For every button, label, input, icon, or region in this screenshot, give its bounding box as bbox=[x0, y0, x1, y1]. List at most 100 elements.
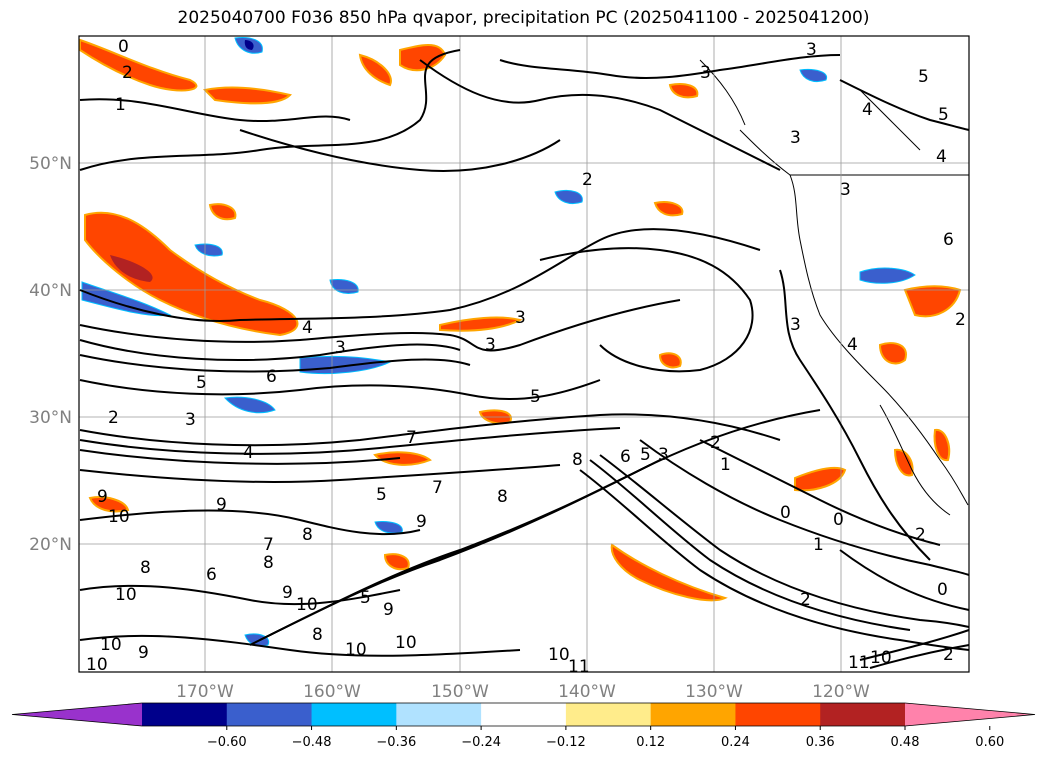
contour-label: 3 bbox=[485, 335, 496, 355]
contour-label: 2 bbox=[108, 408, 119, 428]
colorbar-tick-label: 0.24 bbox=[721, 735, 750, 750]
contour-label: 1 bbox=[813, 535, 824, 555]
contour-label: 4 bbox=[936, 147, 947, 167]
lat-label-30n: 30°N bbox=[29, 408, 72, 428]
colorbar-segment bbox=[481, 703, 567, 726]
graticule bbox=[79, 36, 969, 672]
contour-label: 11 bbox=[568, 657, 590, 677]
lon-label-170w: 170°W bbox=[176, 682, 234, 702]
lon-label-160w: 160°W bbox=[303, 682, 361, 702]
contour-label: 3 bbox=[840, 180, 851, 200]
contour-label: 10 bbox=[345, 640, 367, 660]
contour-label: 7 bbox=[263, 535, 274, 555]
contour-label: 2 bbox=[943, 645, 954, 665]
lat-label-40n: 40°N bbox=[29, 281, 72, 301]
contour-label: 11 bbox=[848, 653, 870, 673]
contour-label: 10 bbox=[86, 655, 108, 675]
colorbar-tick-label: −0.12 bbox=[546, 735, 586, 750]
contour-label: 8 bbox=[572, 450, 583, 470]
contour-label: 5 bbox=[918, 67, 929, 87]
colorbar-tick-label: −0.48 bbox=[292, 735, 332, 750]
contour-label: 6 bbox=[943, 230, 954, 250]
colorbar: −0.60 −0.48 −0.36 −0.24 −0.12 0.12 0.24 0.36 0.4… bbox=[11, 702, 1036, 750]
contour-label: 2 bbox=[800, 590, 811, 610]
contour-label: 9 bbox=[216, 495, 227, 515]
colorbar-segment bbox=[226, 703, 313, 726]
contour-label: 5 bbox=[938, 105, 949, 125]
contour-label: 1 bbox=[720, 455, 731, 475]
lon-label-150w: 150°W bbox=[431, 682, 489, 702]
colorbar-segment bbox=[142, 703, 228, 726]
lon-label-140w: 140°W bbox=[558, 682, 616, 702]
contour-label: 10 bbox=[115, 585, 137, 605]
contour-label: 0 bbox=[118, 37, 129, 57]
contour-label: 1 bbox=[115, 95, 126, 115]
contour-label: 0 bbox=[833, 510, 844, 530]
contour-label: 9 bbox=[416, 512, 427, 532]
contour-label: 10 bbox=[548, 645, 570, 665]
contour-label: 4 bbox=[243, 443, 254, 463]
contour-label: 8 bbox=[302, 525, 313, 545]
contour-label: 8 bbox=[497, 487, 508, 507]
contour-label: 6 bbox=[620, 447, 631, 467]
map-area bbox=[79, 36, 969, 672]
contour-label: 3 bbox=[790, 315, 801, 335]
contour-label: 8 bbox=[263, 553, 274, 573]
colorbar-tick-label: 0.36 bbox=[806, 735, 835, 750]
contour-label: 8 bbox=[140, 558, 151, 578]
contour-label: 5 bbox=[196, 373, 207, 393]
colorbar-tick-label: 0.12 bbox=[636, 735, 665, 750]
contour-label: 8 bbox=[312, 625, 323, 645]
contour-label: 2 bbox=[955, 310, 966, 330]
colorbar-extend-low bbox=[12, 703, 142, 726]
coastline bbox=[699, 59, 969, 516]
colorbar-tick-label: −0.60 bbox=[207, 735, 247, 750]
contour-label: 6 bbox=[266, 367, 277, 387]
precipitation-shading bbox=[79, 37, 962, 647]
contour-label: 3 bbox=[515, 308, 526, 328]
contour-label: 9 bbox=[383, 600, 394, 620]
contour-label: 9 bbox=[282, 583, 293, 603]
contour-label: 0 bbox=[780, 503, 791, 523]
contour-label: 6 bbox=[206, 565, 217, 585]
contour-label: 10 bbox=[296, 595, 318, 615]
contour-label: 5 bbox=[640, 445, 651, 465]
map-title: 2025040700 F036 850 hPa qvapor, precipit… bbox=[177, 8, 870, 28]
contour-label: 9 bbox=[138, 643, 149, 663]
contour-label: 3 bbox=[185, 410, 196, 430]
colorbar-extend-high bbox=[905, 703, 1035, 726]
lon-label-130w: 130°W bbox=[685, 682, 743, 702]
colorbar-tick-label: 0.60 bbox=[975, 735, 1004, 750]
contour-label: 3 bbox=[658, 445, 669, 465]
contour-label: 10 bbox=[870, 648, 892, 668]
contour-label: 5 bbox=[360, 588, 371, 608]
contour-label: 3 bbox=[790, 128, 801, 148]
contour-label: 4 bbox=[862, 100, 873, 120]
map-frame bbox=[78, 35, 970, 673]
qvapor-contours bbox=[79, 49, 970, 669]
contour-label: 10 bbox=[395, 633, 417, 653]
colorbar-segment bbox=[735, 703, 821, 726]
contour-label: 5 bbox=[530, 387, 541, 407]
contour-label: 4 bbox=[847, 335, 858, 355]
contour-label: 7 bbox=[432, 478, 443, 498]
colorbar-tick-label: −0.36 bbox=[376, 735, 416, 750]
contour-label: 2 bbox=[582, 170, 593, 190]
contour-label: 9 bbox=[97, 487, 108, 507]
colorbar-segment bbox=[820, 703, 906, 726]
colorbar-segment bbox=[311, 703, 397, 726]
lon-label-120w: 120°W bbox=[812, 682, 870, 702]
contour-label: 5 bbox=[376, 485, 387, 505]
contour-label: 10 bbox=[108, 507, 130, 527]
contour-label: 7 bbox=[406, 428, 417, 448]
contour-label: 2 bbox=[122, 63, 133, 83]
colorbar-outline bbox=[11, 702, 1036, 727]
lat-label-20n: 20°N bbox=[29, 535, 72, 555]
contour-label: 0 bbox=[937, 580, 948, 600]
lat-label-50n: 50°N bbox=[29, 154, 72, 174]
colorbar-segment bbox=[565, 703, 652, 726]
contour-label: 3 bbox=[806, 40, 817, 60]
contour-label: 2 bbox=[710, 433, 721, 453]
colorbar-segment bbox=[396, 703, 482, 726]
